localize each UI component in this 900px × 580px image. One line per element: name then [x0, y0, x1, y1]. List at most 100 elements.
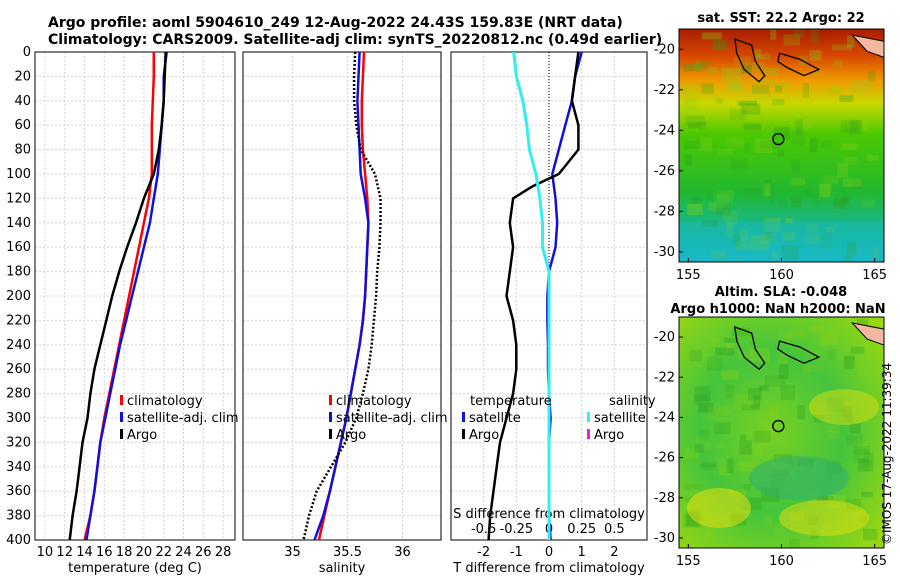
sla-map-texture: [684, 483, 702, 490]
sla-map-texture: [784, 331, 793, 343]
sla-map-texture: [861, 491, 873, 497]
sst-map-texture: [695, 61, 703, 70]
sst-map-texture: [690, 197, 702, 204]
sla-map-texture: [841, 406, 852, 417]
sla-map-texture: [753, 395, 761, 406]
sst-map-texture: [725, 83, 744, 93]
legend-label-satellite-adj: satellite-adj. clim: [127, 411, 239, 426]
legend-marker-t-satellite: [462, 412, 465, 422]
sst-map-texture: [729, 81, 743, 92]
sla-map-texture: [739, 461, 756, 472]
sst-map-texture: [840, 120, 860, 133]
sst-map-texture: [793, 29, 805, 38]
sla-map-texture: [851, 360, 863, 367]
sla-map-texture: [747, 387, 762, 401]
sst-map-texture: [833, 59, 843, 68]
sla-map-texture: [768, 405, 786, 412]
sla-map-texture: [871, 393, 884, 408]
sla-map-texture: [737, 349, 755, 361]
sla-map-texture: [705, 525, 713, 540]
sla-map-texture: [684, 496, 693, 503]
sst-map-texture: [699, 137, 713, 152]
sla-map-texture: [764, 513, 772, 528]
sla-map-texture: [777, 331, 792, 340]
figure-title-line2: Climatology: CARS2009. Satellite-adj cli…: [48, 32, 663, 48]
sst-map-texture: [685, 115, 705, 126]
sla-map-texture: [785, 389, 794, 396]
sla-map-texture: [846, 434, 863, 446]
sla-map-texture: [864, 452, 875, 458]
legend-heading-temperature: temperature: [470, 394, 552, 409]
sst-map-texture: [821, 140, 833, 148]
sla-map-texture: [769, 403, 779, 419]
figure-title-line1: Argo profile: aoml 5904610_249 12-Aug-20…: [48, 15, 623, 31]
legend-marker-s-argo: [587, 429, 590, 439]
sla-map-texture: [720, 370, 739, 380]
x-axis-label: T difference from climatology: [452, 561, 645, 576]
sst-map-texture: [721, 67, 742, 82]
sla-map-texture: [716, 442, 724, 448]
map-y-tick-label: -26: [654, 164, 675, 179]
s-diff-tick-label: -0.5: [471, 522, 496, 537]
sst-map-texture: [809, 138, 818, 153]
sla-map-texture: [862, 347, 871, 360]
map-y-tick-label: -30: [654, 531, 675, 546]
sla-map-texture: [688, 521, 700, 534]
sst-map-texture: [741, 64, 752, 74]
sla-map-texture: [863, 352, 880, 361]
sla-map-subtitle: Argo h1000: NaN h2000: NaN: [670, 302, 885, 317]
s-diff-tick-label: 0.5: [604, 522, 625, 537]
argo-location-marker: [772, 419, 785, 433]
sla-map-texture: [708, 337, 721, 348]
sst-map-texture: [861, 199, 875, 208]
sst-map-texture: [805, 188, 814, 197]
sla-map-texture: [716, 458, 729, 469]
sst-map-texture: [819, 183, 831, 198]
sst-map-texture: [737, 100, 757, 106]
map-y-tick-label: -26: [654, 451, 675, 466]
depth-tick-label: 120: [6, 191, 31, 206]
sst-map-texture: [754, 49, 762, 59]
x-tick-label: 2: [610, 545, 618, 560]
sla-map-texture: [753, 430, 771, 443]
depth-tick-label: 300: [6, 411, 31, 426]
sla-map-texture: [787, 328, 804, 339]
depth-tick-label: 80: [14, 143, 31, 158]
series-salinity-satellite: [512, 51, 551, 540]
sla-map-texture: [694, 436, 711, 451]
legend-label-argo: Argo: [127, 428, 158, 443]
argo-location-marker: [772, 132, 785, 146]
sla-map-texture: [827, 425, 840, 438]
sla-map-texture: [863, 528, 878, 541]
map-x-tick-label: 160: [769, 268, 794, 283]
sst-map-texture: [785, 218, 793, 224]
sla-map-texture: [807, 364, 824, 372]
legend-marker-s-satellite: [587, 412, 590, 422]
sst-map-texture: [708, 66, 718, 74]
sst-map-texture: [683, 63, 703, 72]
sst-map-texture: [841, 195, 850, 205]
sla-map-texture: [708, 405, 726, 421]
sst-map-texture: [846, 242, 857, 256]
sst-map-texture: [734, 56, 751, 66]
sla-map-texture: [731, 327, 751, 337]
sla-map-texture: [843, 401, 856, 410]
sla-map-texture: [850, 346, 865, 354]
x-axis-label: temperature (deg C): [68, 561, 202, 576]
sst-map-texture: [730, 158, 748, 171]
sst-cool-band: [679, 222, 884, 262]
sst-map-texture: [705, 192, 713, 200]
sst-map-texture: [754, 138, 773, 154]
sla-map-texture: [853, 449, 870, 464]
sla-high-patch: [809, 389, 879, 425]
sla-map-texture: [858, 458, 874, 472]
sst-map-texture: [826, 226, 835, 233]
x-tick-label: 20: [136, 545, 153, 560]
sla-map-texture: [857, 440, 876, 450]
sla-map-texture: [779, 364, 789, 380]
sst-map-texture: [695, 60, 711, 70]
x-tick-label: 22: [155, 545, 172, 560]
sst-map-texture: [711, 250, 727, 259]
sla-map-texture: [789, 539, 800, 548]
legend-marker-satellite-adj: [120, 412, 123, 422]
